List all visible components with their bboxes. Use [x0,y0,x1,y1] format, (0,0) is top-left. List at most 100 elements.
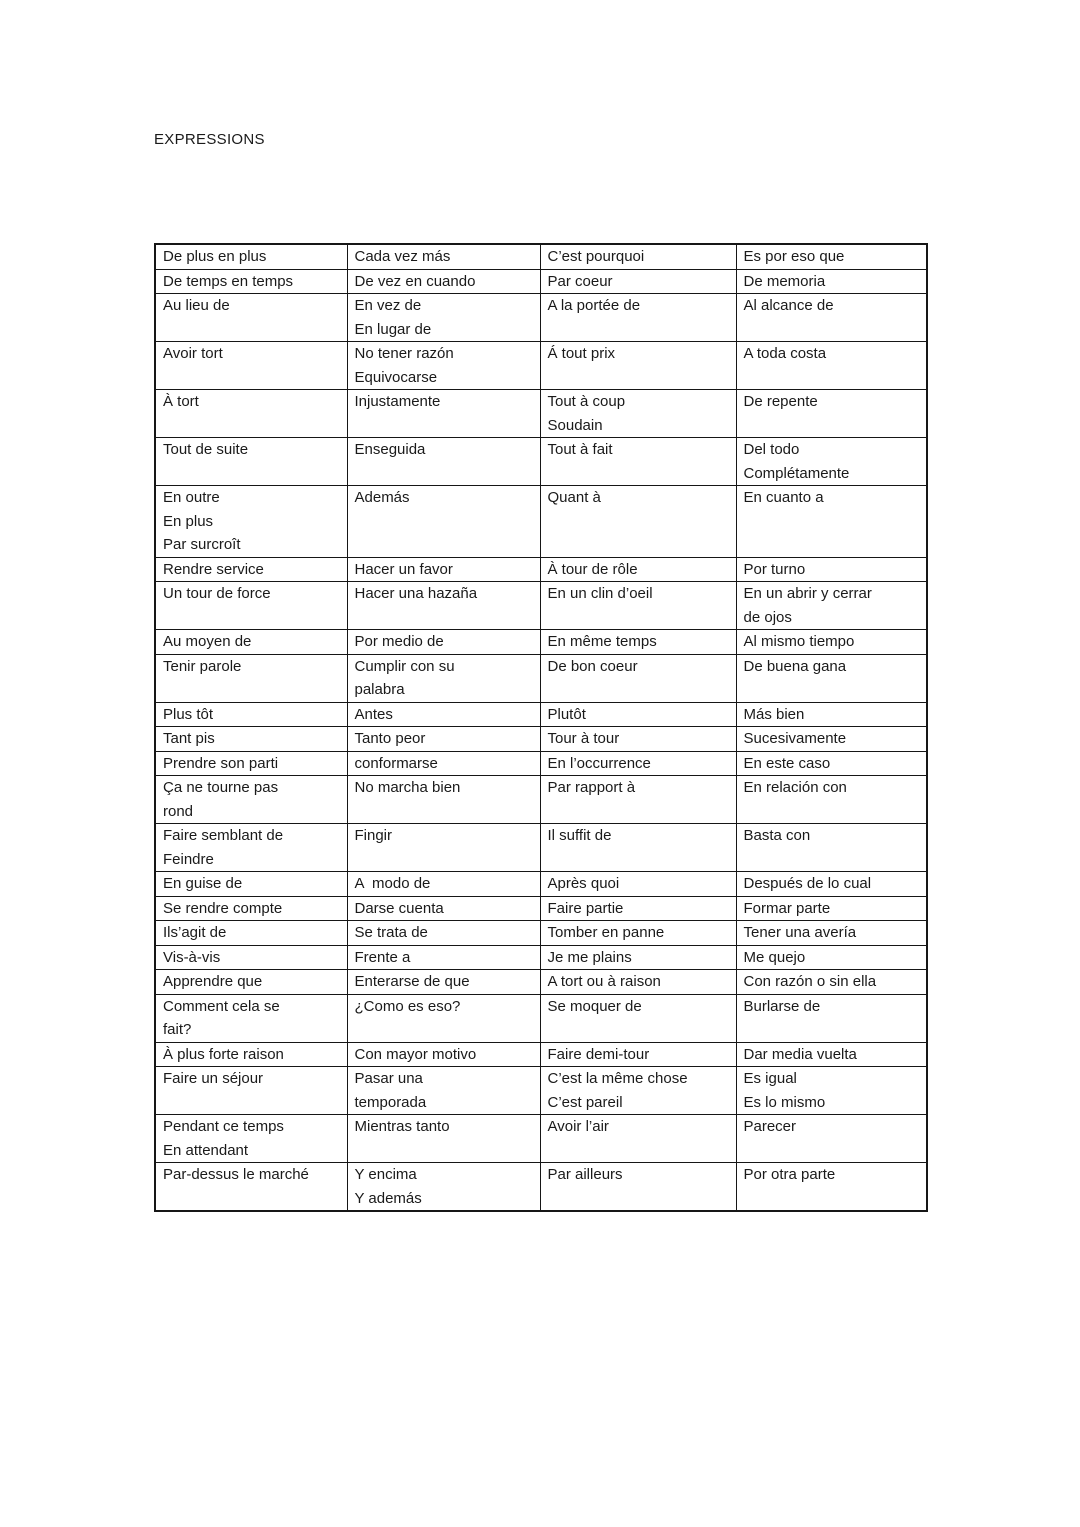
table-cell: Con mayor motivo [346,1041,541,1067]
table-cell: Además [346,485,541,558]
table-row: Ils’agit de Se trata de Tomber en panne Ten… [154,920,928,946]
table-cell: Je me plains [539,944,737,970]
table-row: Prendre son parti conformarse En l’occurre… [154,750,928,776]
table-cell: Pasar una temporada [346,1066,541,1115]
table-cell: Faire un séjour [154,1066,348,1115]
table-cell: Par-dessus le marché [154,1162,348,1212]
table-row: Un tour de force Hacer una hazaña En un cl… [154,581,928,630]
table-cell: No marcha bien [346,775,541,824]
table-cell: A modo de [346,871,541,897]
table-cell: À plus forte raison [154,1041,348,1067]
table-cell: Plutôt [539,701,737,727]
table-row: Au lieu de En vez de En lugar de A la port… [154,293,928,342]
table-row: Plus tôt Antes Plutôt Más bien [154,701,928,727]
table-row: Comment cela se fait? ¿Como es eso? Se moq… [154,993,928,1043]
table-cell: En guise de [154,871,348,897]
table-cell: Me quejo [735,944,928,970]
table-row: Se rendre compte Darse cuenta Faire partie… [154,895,928,921]
table-cell: Tout de suite [154,437,348,486]
table-row: Vis-à-vis Frente a Je me plains Me quejo [154,944,928,970]
table-cell: Es por eso que [735,243,928,270]
table-cell: En outre En plus Par surcroît [154,485,348,558]
table-cell: Injustamente [346,389,541,438]
table-cell: Comment cela se fait? [154,993,348,1043]
table-row: Faire un séjour Pasar una temporada C’est … [154,1066,928,1115]
table-row: À tort Injustamente Tout à coup Soudain De … [154,389,928,438]
table-cell: Darse cuenta [346,895,541,921]
table-cell: Par ailleurs [539,1162,737,1212]
table-cell: Rendre service [154,556,348,582]
table-cell: Prendre son parti [154,750,348,776]
table-cell: Tenir parole [154,653,348,703]
table-cell: Frente a [346,944,541,970]
table-cell: À tort [154,389,348,438]
table-cell: Del todo Complétamente [735,437,928,486]
table-cell: Por turno [735,556,928,582]
table-cell: Al alcance de [735,293,928,342]
table-cell: Avoir tort [154,341,348,390]
table-cell: C’est la même chose C’est pareil [539,1066,737,1115]
table-cell: Tener una avería [735,920,928,946]
table-row: À plus forte raison Con mayor motivo Faire… [154,1041,928,1067]
table-cell: Un tour de force [154,581,348,630]
table-cell: Mientras tanto [346,1114,541,1163]
table-row: Ça ne tourne pas rond No marcha bien Par r… [154,775,928,824]
table-cell: Au lieu de [154,293,348,342]
table-cell: Tanto peor [346,726,541,752]
table-cell: Antes [346,701,541,727]
table-cell: Il suffit de [539,823,737,872]
document-title: EXPRESSIONS [154,131,265,148]
table-row: Faire semblant de Feindre Fingir Il suffit… [154,823,928,872]
table-cell: Tout à coup Soudain [539,389,737,438]
table-row: De plus en plus Cada vez más C’est pourquo… [154,243,928,270]
table-cell: En un clin d’oeil [539,581,737,630]
table-cell: De temps en temps [154,268,348,294]
table-row: En outre En plus Par surcroît Además Quant… [154,485,928,558]
table-row: Avoir tort No tener razón Equivocarse Á to… [154,341,928,390]
table-cell: Faire partie [539,895,737,921]
table-cell: De buena gana [735,653,928,703]
table-cell: Con razón o sin ella [735,969,928,995]
table-row: De temps en temps De vez en cuando Par coe… [154,268,928,294]
table-cell: En vez de En lugar de [346,293,541,342]
table-cell: Après quoi [539,871,737,897]
table-cell: Tout à fait [539,437,737,486]
table-cell: Sucesivamente [735,726,928,752]
table-cell: En este caso [735,750,928,776]
table-row: En guise de A modo de Après quoi Después de… [154,871,928,897]
table-cell: Burlarse de [735,993,928,1043]
table-cell: Parecer [735,1114,928,1163]
table-cell: Se rendre compte [154,895,348,921]
table-row: Pendant ce temps En attendant Mientras ta… [154,1114,928,1163]
table-cell: A toda costa [735,341,928,390]
table-cell: A tort ou à raison [539,969,737,995]
table-cell: Dar media vuelta [735,1041,928,1067]
table-cell: Ça ne tourne pas rond [154,775,348,824]
table-cell: Tour à tour [539,726,737,752]
table-cell: Par rapport à [539,775,737,824]
table-row: Tout de suite Enseguida Tout à fait Del tod… [154,437,928,486]
table-cell: Cada vez más [346,243,541,270]
table-row: Apprendre que Enterarse de que A tort ou à… [154,969,928,995]
table-cell: Se moquer de [539,993,737,1043]
table-cell: De vez en cuando [346,268,541,294]
table-row: Par-dessus le marché Y encima Y además Par… [154,1162,928,1212]
table-cell: A la portée de [539,293,737,342]
table-cell: En un abrir y cerrar de ojos [735,581,928,630]
table-cell: De memoria [735,268,928,294]
table-row: Tant pis Tanto peor Tour à tour Sucesivamen… [154,726,928,752]
table-cell: Después de lo cual [735,871,928,897]
table-cell: C’est pourquoi [539,243,737,270]
table-cell: Pendant ce temps En attendant [154,1114,348,1163]
expressions-table-body: De plus en plus Cada vez más C’est pourquo… [154,243,928,1212]
table-cell: Formar parte [735,895,928,921]
table-cell: Au moyen de [154,629,348,655]
table-cell: Apprendre que [154,969,348,995]
table-cell: Y encima Y además [346,1162,541,1212]
table-cell: Por otra parte [735,1162,928,1212]
table-cell: Es igual Es lo mismo [735,1066,928,1115]
table-cell: Tomber en panne [539,920,737,946]
table-cell: No tener razón Equivocarse [346,341,541,390]
table-cell: Avoir l’air [539,1114,737,1163]
